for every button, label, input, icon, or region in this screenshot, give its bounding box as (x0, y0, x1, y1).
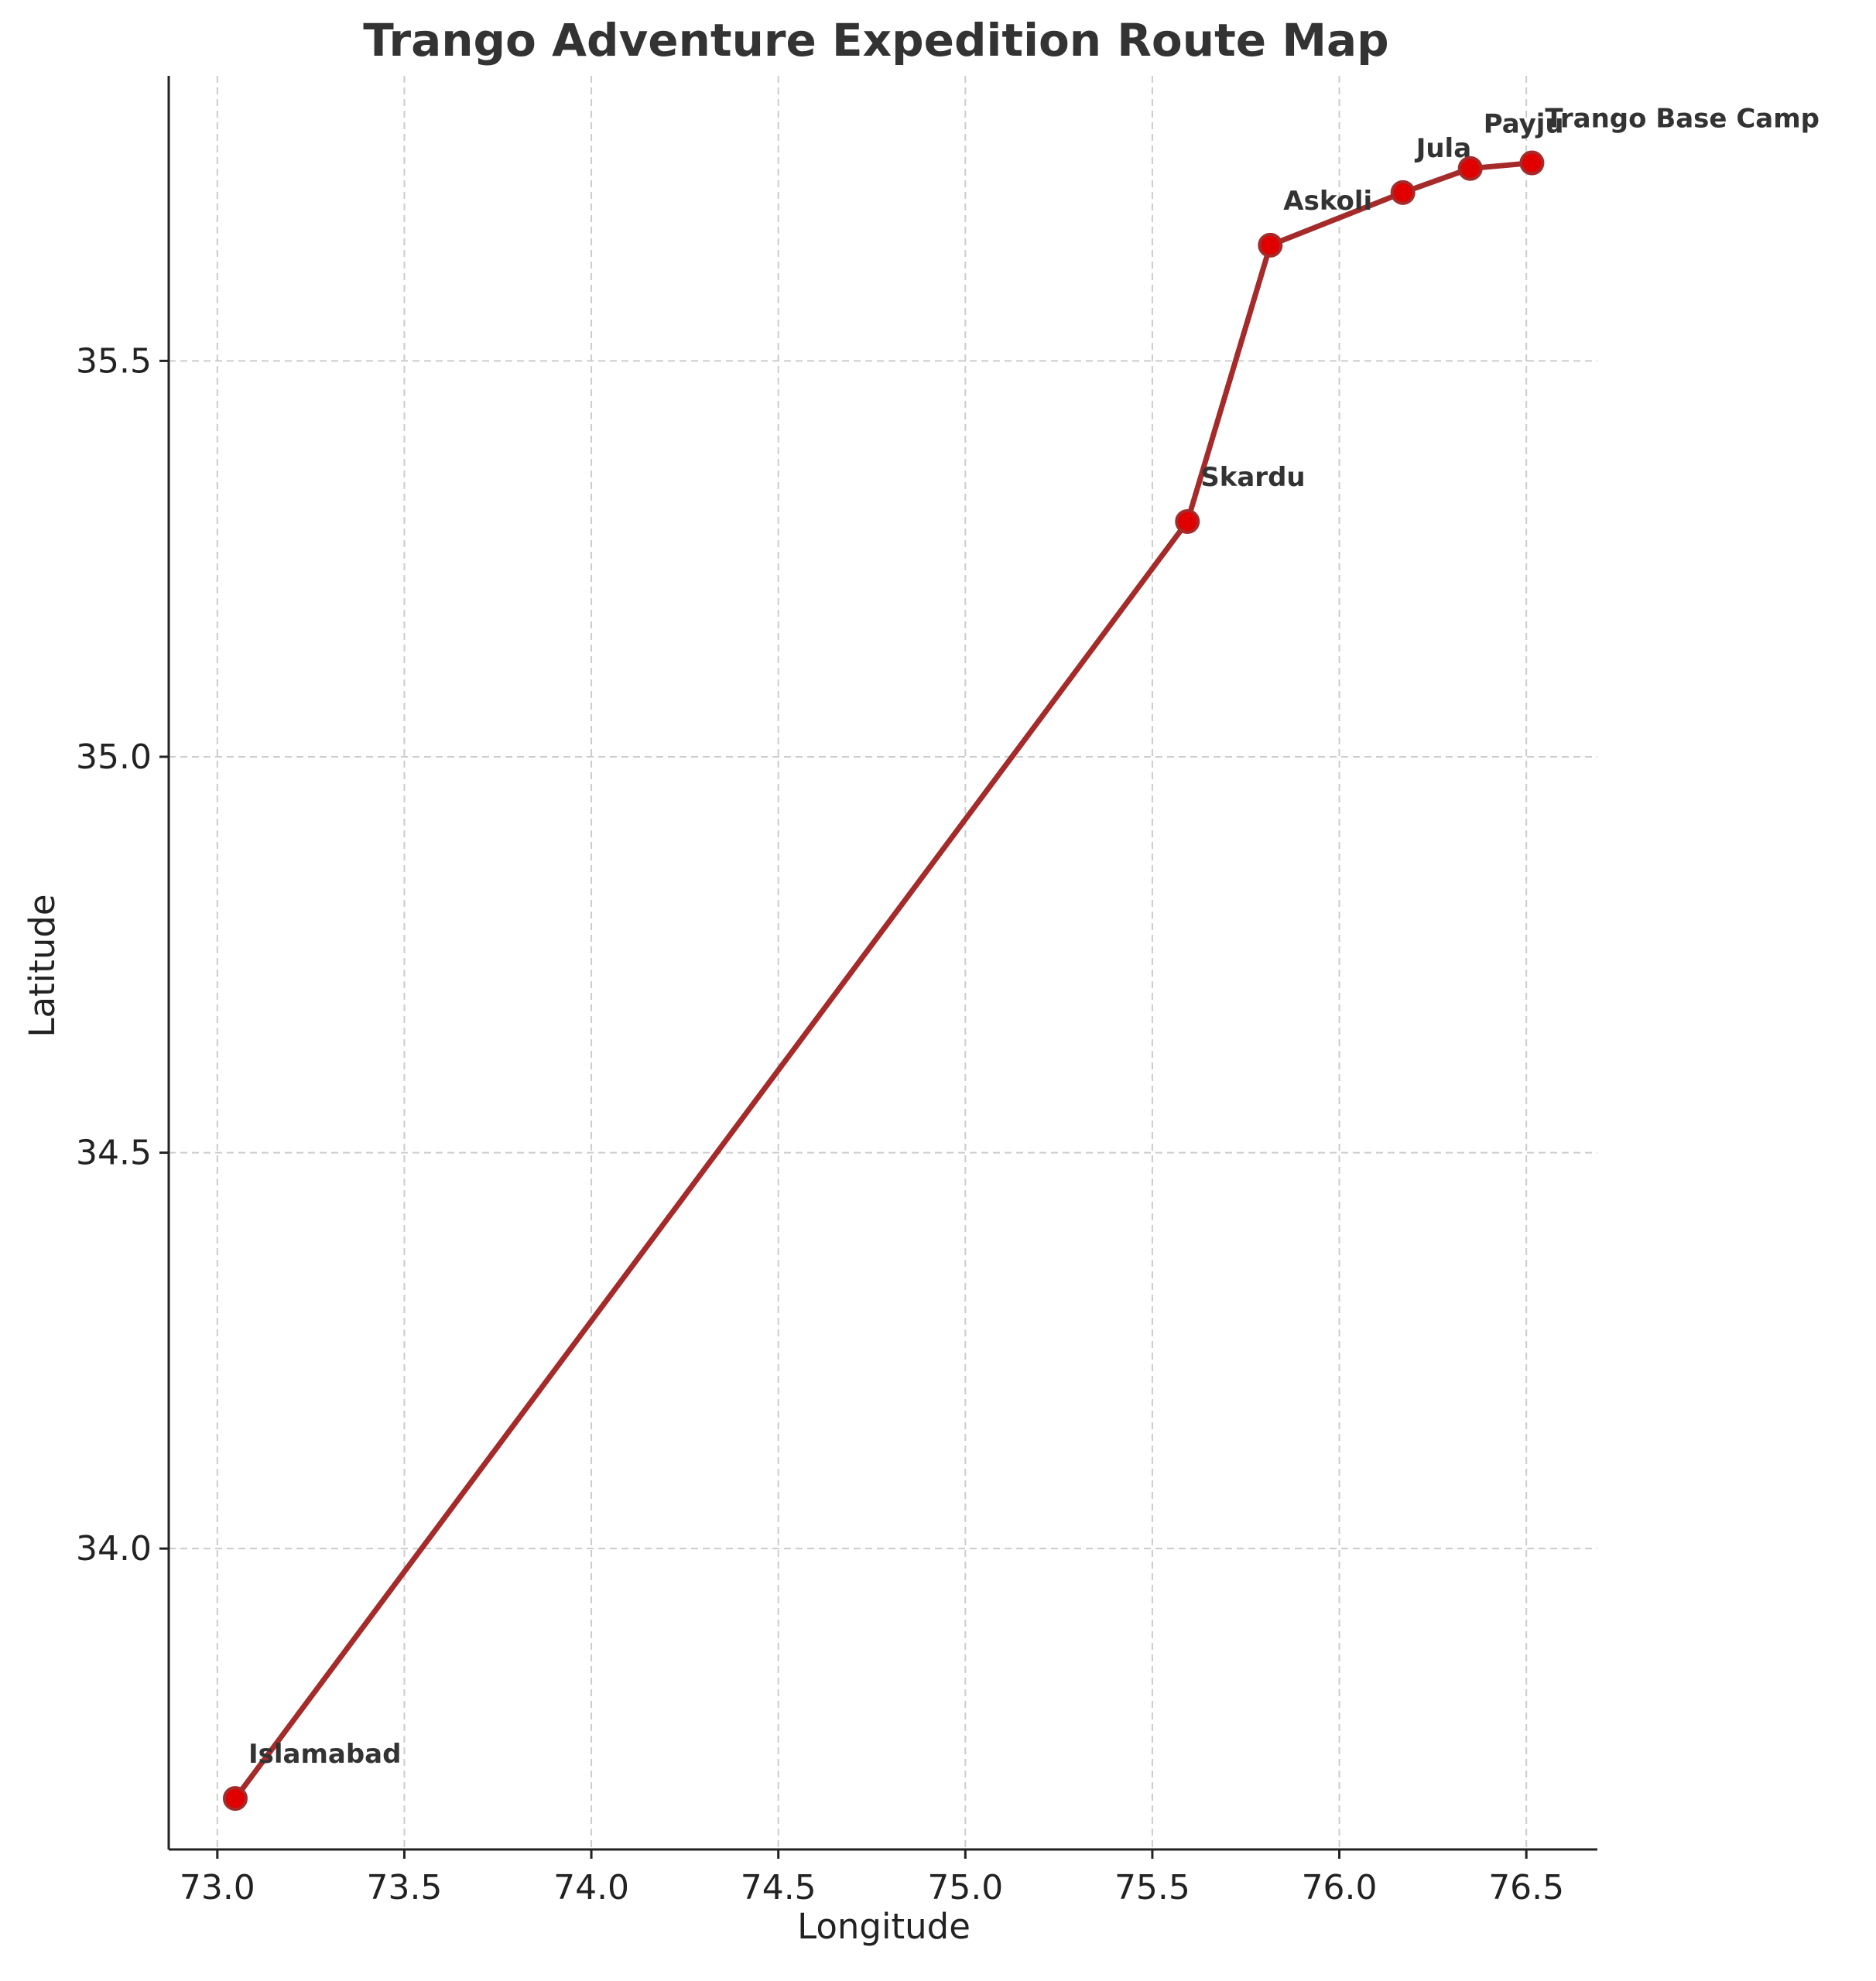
y-tick-label: 35.5 (76, 341, 152, 381)
y-tick-label: 35.0 (76, 737, 152, 777)
route-point-marker (1519, 150, 1545, 176)
x-tick-label: 74.0 (553, 1868, 629, 1907)
x-tick-label: 74.5 (741, 1868, 816, 1907)
route-point-marker (222, 1786, 248, 1812)
axis-ticks: 73.0 73.5 74.0 74.5 75.0 75.5 76.0 76.5 34.0 34.5… (76, 341, 1564, 1907)
route-line (232, 160, 1535, 1801)
route-point-label: Islamabad (248, 1739, 401, 1770)
route-point-marker (1258, 232, 1283, 258)
y-axis-label: Latitude (22, 894, 63, 1037)
x-tick-label: 76.0 (1302, 1868, 1378, 1907)
route-point-label: Jula (1415, 133, 1471, 164)
route-point-marker (1175, 508, 1200, 534)
route-point-marker (1457, 156, 1483, 181)
x-axis-label: Longitude (797, 1906, 971, 1947)
grid-lines (169, 76, 1597, 1849)
route-point-label: Askoli (1283, 186, 1372, 217)
axes (167, 76, 1597, 1851)
x-tick-label: 75.5 (1114, 1868, 1190, 1907)
x-tick-label: 75.0 (927, 1868, 1003, 1907)
x-tick-label: 73.0 (180, 1868, 255, 1907)
route-point-label: Trango Base Camp (1545, 104, 1820, 135)
y-tick-label: 34.5 (76, 1134, 152, 1173)
y-tick-label: 34.0 (76, 1529, 152, 1569)
route-point-marker (1390, 180, 1416, 205)
x-tick-label: 73.5 (366, 1868, 442, 1907)
route-point-label: Payju (1484, 109, 1564, 140)
x-tick-label: 76.5 (1488, 1868, 1564, 1907)
route-point-label: Skardu (1200, 462, 1305, 493)
chart-title: Trango Adventure Expedition Route Map (363, 14, 1388, 67)
